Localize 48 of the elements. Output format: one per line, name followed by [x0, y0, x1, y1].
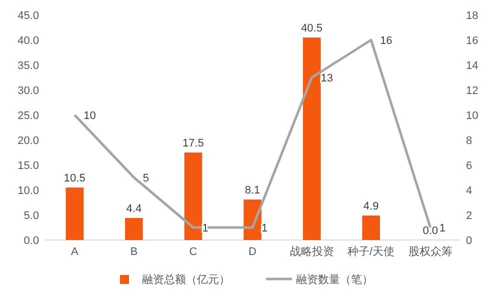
y-tick-label: 40.0	[18, 35, 39, 47]
bar	[184, 152, 202, 240]
y2-tick-label: 2	[466, 210, 472, 222]
y2-tick-label: 6	[466, 160, 472, 172]
data-label: 0.0	[422, 225, 438, 237]
data-label: 8.1	[244, 184, 260, 196]
bar	[302, 38, 321, 240]
data-label: 1	[439, 222, 446, 234]
data-label: 10.5	[64, 172, 86, 184]
y2-tick-label: 4	[466, 185, 472, 197]
y2-tick-label: 16	[466, 35, 478, 47]
data-label: 40.5	[301, 22, 322, 34]
x-tick-label: A	[70, 246, 79, 258]
y2-tick-label: 8	[466, 135, 472, 147]
y2-tick-label: 0	[466, 235, 472, 247]
data-label: 4.9	[363, 200, 379, 212]
y-tick-label: 10.0	[18, 185, 39, 197]
data-label: 16	[380, 35, 392, 47]
y-tick-label: 20.0	[18, 135, 39, 147]
data-label: 5	[142, 172, 150, 184]
legend-label: 融资数量（笔）	[296, 274, 373, 286]
y2-tick-label: 18	[466, 10, 478, 22]
data-label: 1	[202, 222, 208, 234]
bar	[362, 216, 380, 240]
x-tick-label: D	[248, 246, 257, 258]
x-tick-label: 战略投资	[290, 246, 334, 258]
x-tick-label: B	[130, 246, 138, 258]
y-tick-label: 45.0	[18, 10, 39, 22]
y-tick-label: 0.0	[24, 235, 39, 247]
x-tick-label: C	[189, 246, 198, 258]
bar	[66, 188, 84, 240]
y-tick-label: 15.0	[18, 160, 39, 172]
data-label: 4.4	[126, 203, 142, 215]
y-tick-label: 5.0	[24, 210, 39, 222]
x-tick-label: 种子/天使	[348, 245, 395, 258]
y-tick-label: 35.0	[18, 60, 39, 72]
bar	[125, 218, 143, 240]
y2-tick-label: 14	[466, 60, 478, 72]
y2-tick-label: 10	[466, 110, 478, 122]
data-label: 13	[320, 72, 334, 84]
y-tick-label: 25.0	[18, 110, 39, 122]
data-label: 1	[262, 222, 268, 234]
x-tick-label: 股权众筹	[408, 246, 452, 258]
y2-tick-label: 12	[466, 85, 478, 97]
data-label: 10	[84, 110, 96, 122]
y-tick-label: 30.0	[18, 85, 39, 97]
data-label: 17.5	[182, 138, 204, 150]
legend-label: 融资总额（亿元）	[142, 273, 230, 286]
